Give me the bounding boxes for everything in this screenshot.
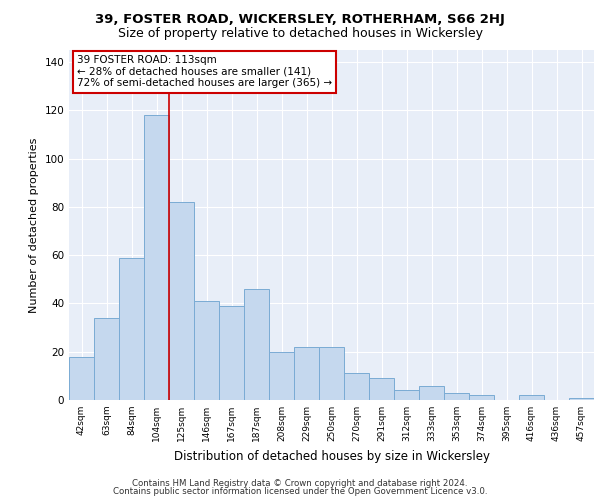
Bar: [69, 356, 94, 400]
Bar: [169, 202, 194, 400]
Bar: [369, 378, 394, 400]
Bar: [469, 395, 494, 400]
Text: 39, FOSTER ROAD, WICKERSLEY, ROTHERHAM, S66 2HJ: 39, FOSTER ROAD, WICKERSLEY, ROTHERHAM, …: [95, 12, 505, 26]
Bar: [319, 347, 344, 400]
Bar: [519, 395, 544, 400]
Bar: [119, 258, 144, 400]
Text: Contains public sector information licensed under the Open Government Licence v3: Contains public sector information licen…: [113, 487, 487, 496]
Bar: [194, 301, 219, 400]
Bar: [344, 374, 369, 400]
Bar: [144, 115, 169, 400]
Bar: [294, 347, 319, 400]
Text: Contains HM Land Registry data © Crown copyright and database right 2024.: Contains HM Land Registry data © Crown c…: [132, 478, 468, 488]
Text: Size of property relative to detached houses in Wickersley: Size of property relative to detached ho…: [118, 28, 482, 40]
Bar: [219, 306, 244, 400]
X-axis label: Distribution of detached houses by size in Wickersley: Distribution of detached houses by size …: [173, 450, 490, 462]
Bar: [394, 390, 419, 400]
Bar: [444, 393, 469, 400]
Bar: [269, 352, 294, 400]
Bar: [569, 398, 594, 400]
Bar: [94, 318, 119, 400]
Y-axis label: Number of detached properties: Number of detached properties: [29, 138, 39, 312]
Bar: [419, 386, 444, 400]
Bar: [244, 289, 269, 400]
Text: 39 FOSTER ROAD: 113sqm
← 28% of detached houses are smaller (141)
72% of semi-de: 39 FOSTER ROAD: 113sqm ← 28% of detached…: [77, 56, 332, 88]
